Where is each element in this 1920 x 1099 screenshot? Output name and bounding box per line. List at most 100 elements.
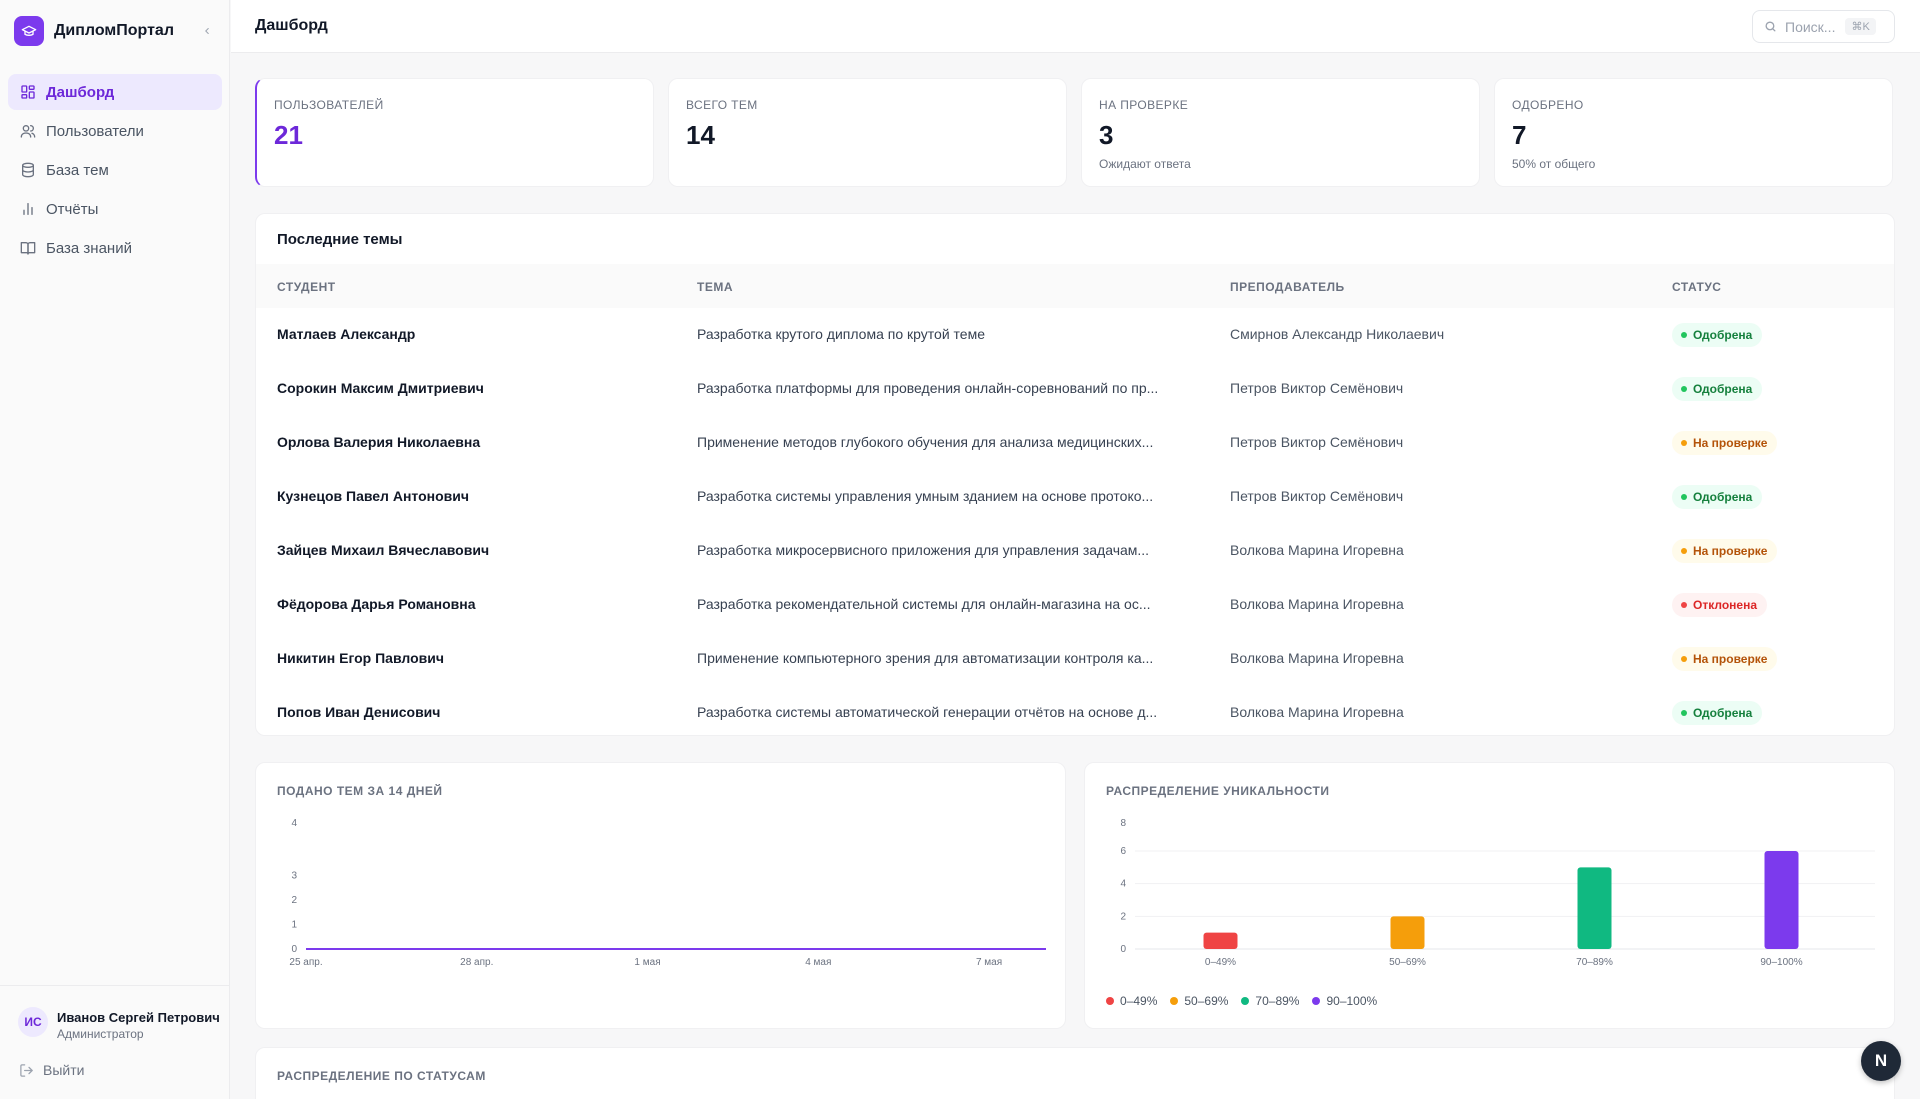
- search-input[interactable]: Поиск... ⌘K: [1752, 10, 1895, 43]
- y-tick-label: 4: [291, 818, 297, 829]
- logout-icon: [17, 1061, 35, 1079]
- topic-title: Разработка крутого диплома по крутой тем…: [697, 326, 985, 342]
- graduation-cap-icon: [14, 16, 44, 46]
- student-name: Сорокин Максим Дмитриевич: [277, 380, 484, 396]
- teacher-name: Волкова Марина Игоревна: [1230, 704, 1404, 720]
- legend-dot: [1312, 997, 1321, 1005]
- floating-action-button[interactable]: N: [1861, 1041, 1901, 1081]
- stat-label: НА ПРОВЕРКЕ: [1099, 98, 1189, 112]
- x-tick-label: 25 апр.: [289, 957, 322, 968]
- student-name: Зайцев Михаил Вячеславович: [277, 542, 490, 558]
- legend-item[interactable]: 50–69%: [1170, 994, 1228, 1008]
- bar: [1203, 932, 1238, 949]
- recent-topics-card: Последние темы СТУДЕНТ ТЕМА ПРЕПОДАВАТЕЛ…: [255, 213, 1895, 736]
- teacher-name: Волкова Марина Игоревна: [1230, 542, 1404, 558]
- table-row[interactable]: Фёдорова Дарья Романовна Разработка реком…: [256, 578, 1894, 632]
- legend-item[interactable]: 70–89%: [1241, 994, 1299, 1008]
- student-name: Орлова Валерия Николаевна: [277, 434, 481, 450]
- teacher-name: Петров Виктор Семёнович: [1230, 380, 1404, 396]
- legend-label: 50–69%: [1184, 994, 1229, 1008]
- status-dot: [1681, 386, 1687, 392]
- logout-label: Выйти: [43, 1062, 85, 1078]
- status-label: На проверке: [1693, 544, 1768, 558]
- y-tick-label: 0: [291, 944, 297, 955]
- status-badge: На проверке: [1672, 647, 1778, 671]
- sidebar-nav: Дашборд Пользователи База тем Отчёты Баз…: [8, 74, 222, 269]
- stat-sub: 50% от общего: [1512, 157, 1596, 171]
- sidebar-item-label: База тем: [46, 161, 109, 179]
- status-label: Одобрена: [1693, 382, 1753, 396]
- y-tick-label: 1: [291, 920, 297, 931]
- x-tick-label: 70–89%: [1576, 957, 1613, 968]
- sidebar-item-dashboard[interactable]: Дашборд: [8, 74, 222, 110]
- status-label: Одобрена: [1693, 328, 1753, 342]
- table-row[interactable]: Сорокин Максим Дмитриевич Разработка плат…: [256, 362, 1894, 416]
- column-header-teacher[interactable]: ПРЕПОДАВАТЕЛЬ: [1230, 280, 1345, 294]
- sidebar-item-topics-db[interactable]: База тем: [8, 152, 222, 188]
- user-role: Администратор: [57, 1027, 144, 1041]
- chevron-left-icon: [205, 27, 209, 35]
- bar: [1577, 867, 1612, 949]
- legend-label: 70–89%: [1255, 994, 1300, 1008]
- table-header: СТУДЕНТ ТЕМА ПРЕПОДАВАТЕЛЬ СТАТУС: [256, 264, 1894, 308]
- column-header-topic[interactable]: ТЕМА: [697, 280, 733, 294]
- legend-label: 0–49%: [1120, 994, 1158, 1008]
- bar: [1764, 851, 1799, 949]
- user-panel: ИС Иванов Сергей Петрович Администратор …: [0, 985, 230, 1099]
- status-badge: Одобрена: [1672, 701, 1763, 725]
- table-row[interactable]: Никитин Егор Павлович Применение компьюте…: [256, 632, 1894, 686]
- column-header-status[interactable]: СТАТУС: [1672, 280, 1722, 294]
- legend-dot: [1106, 997, 1114, 1005]
- status-badge: Одобрена: [1672, 485, 1763, 509]
- status-badge: На проверке: [1672, 431, 1778, 455]
- table-row[interactable]: Орлова Валерия Николаевна Применение мето…: [256, 416, 1894, 470]
- status-dot: [1681, 332, 1687, 338]
- chart-title: ПОДАНО ТЕМ ЗА 14 ДНЕЙ: [277, 784, 443, 798]
- x-tick-label: 7 мая: [976, 957, 1002, 968]
- table-row[interactable]: Попов Иван Денисович Разработка системы а…: [256, 686, 1894, 735]
- status-label: Одобрена: [1693, 490, 1753, 504]
- topic-title: Разработка системы автоматической генера…: [697, 704, 1158, 720]
- legend-dot: [1241, 997, 1250, 1005]
- collapse-sidebar-button[interactable]: [198, 22, 216, 40]
- stat-sub: Ожидают ответа: [1099, 157, 1191, 171]
- brand[interactable]: ДипломПортал: [14, 16, 216, 46]
- sidebar-item-users[interactable]: Пользователи: [8, 113, 222, 149]
- topic-title: Разработка рекомендательной системы для …: [697, 596, 1151, 612]
- app-name: ДипломПортал: [54, 22, 174, 39]
- stat-value: 7: [1512, 120, 1527, 150]
- legend-item[interactable]: 0–49%: [1106, 994, 1157, 1008]
- user-name: Иванов Сергей Петрович: [57, 1010, 220, 1025]
- status-dot: [1681, 656, 1687, 662]
- users-icon: [19, 122, 37, 140]
- avatar[interactable]: ИС: [18, 1007, 48, 1037]
- bar-chart-icon: [19, 200, 37, 218]
- table-row[interactable]: Зайцев Михаил Вячеславович Разработка мик…: [256, 524, 1894, 578]
- student-name: Попов Иван Денисович: [277, 704, 441, 720]
- x-tick-label: 4 мая: [805, 957, 831, 968]
- y-tick-label: 3: [291, 871, 297, 882]
- uniqueness-chart-card: РАСПРЕДЕЛЕНИЕ УНИКАЛЬНОСТИ 0 2 4 6 8 0–49% 50–…: [1084, 762, 1895, 1029]
- status-dot: [1681, 548, 1687, 554]
- grid-icon: [19, 83, 37, 101]
- legend-item[interactable]: 90–100%: [1312, 994, 1377, 1008]
- status-label: Отклонена: [1693, 598, 1758, 612]
- student-name: Никитин Егор Павлович: [277, 650, 444, 666]
- status-badge: Одобрена: [1672, 323, 1763, 347]
- student-name: Фёдорова Дарья Романовна: [277, 596, 476, 612]
- chart-legend: 0–49% 50–69% 70–89% 90–100%: [1106, 994, 1390, 1008]
- sidebar-item-knowledge-base[interactable]: База знаний: [8, 230, 222, 266]
- sidebar-item-reports[interactable]: Отчёты: [8, 191, 222, 227]
- book-icon: [19, 239, 37, 257]
- status-dot: [1681, 602, 1687, 608]
- logout-button[interactable]: Выйти: [17, 1061, 84, 1079]
- submitted-topics-chart-card: ПОДАНО ТЕМ ЗА 14 ДНЕЙ 0 1 2 3 4 25 апр. 28 апр…: [255, 762, 1066, 1029]
- column-header-student[interactable]: СТУДЕНТ: [277, 280, 336, 294]
- page-title: Дашборд: [255, 17, 328, 34]
- table-row[interactable]: Матлаев Александр Разработка крутого дипл…: [256, 308, 1894, 362]
- table-row[interactable]: Кузнецов Павел Антонович Разработка систе…: [256, 470, 1894, 524]
- topic-title: Разработка системы управления умным здан…: [697, 488, 1154, 504]
- teacher-name: Петров Виктор Семёнович: [1230, 434, 1404, 450]
- stat-label: ОДОБРЕНО: [1512, 98, 1584, 112]
- database-icon: [19, 161, 37, 179]
